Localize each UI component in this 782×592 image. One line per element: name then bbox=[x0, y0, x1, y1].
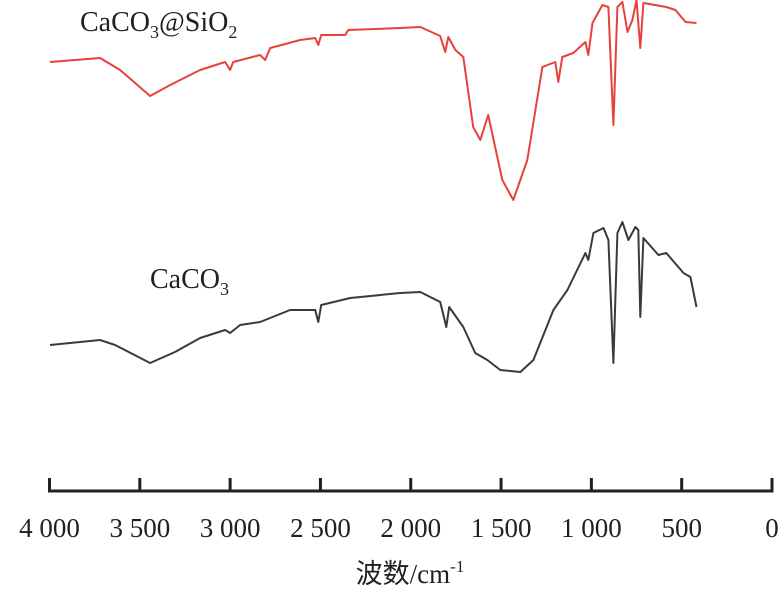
series-labels: CaCO3​@SiO2​ CaCO3​ bbox=[80, 7, 237, 299]
x-tick-label: 4 000 bbox=[19, 513, 80, 543]
x-tick-label: 1 000 bbox=[561, 513, 622, 543]
x-axis-label: 波数/cm-1 bbox=[356, 557, 465, 589]
x-tick-label: 2 500 bbox=[290, 513, 351, 543]
series-label: CaCO3​@SiO2​ bbox=[80, 7, 237, 42]
x-axis-ticks: 4 000 3 500 3 000 2 500 2 000 1 500 1 000 500 0 bbox=[19, 478, 779, 543]
x-tick-label: 500 bbox=[661, 513, 702, 543]
series-line-caco3 bbox=[49, 221, 698, 373]
spectra bbox=[49, 0, 698, 373]
x-tick-label: 3 000 bbox=[200, 513, 261, 543]
x-tick-label: 2 000 bbox=[380, 513, 441, 543]
x-label-superscript: -1 bbox=[450, 557, 464, 576]
x-tick-label: 0 bbox=[765, 513, 779, 543]
x-tick-label: 1 500 bbox=[471, 513, 532, 543]
series-line-caco3-sio2 bbox=[49, 0, 697, 201]
x-tick-label: 3 500 bbox=[109, 513, 170, 543]
series-label: CaCO3​ bbox=[150, 264, 229, 299]
